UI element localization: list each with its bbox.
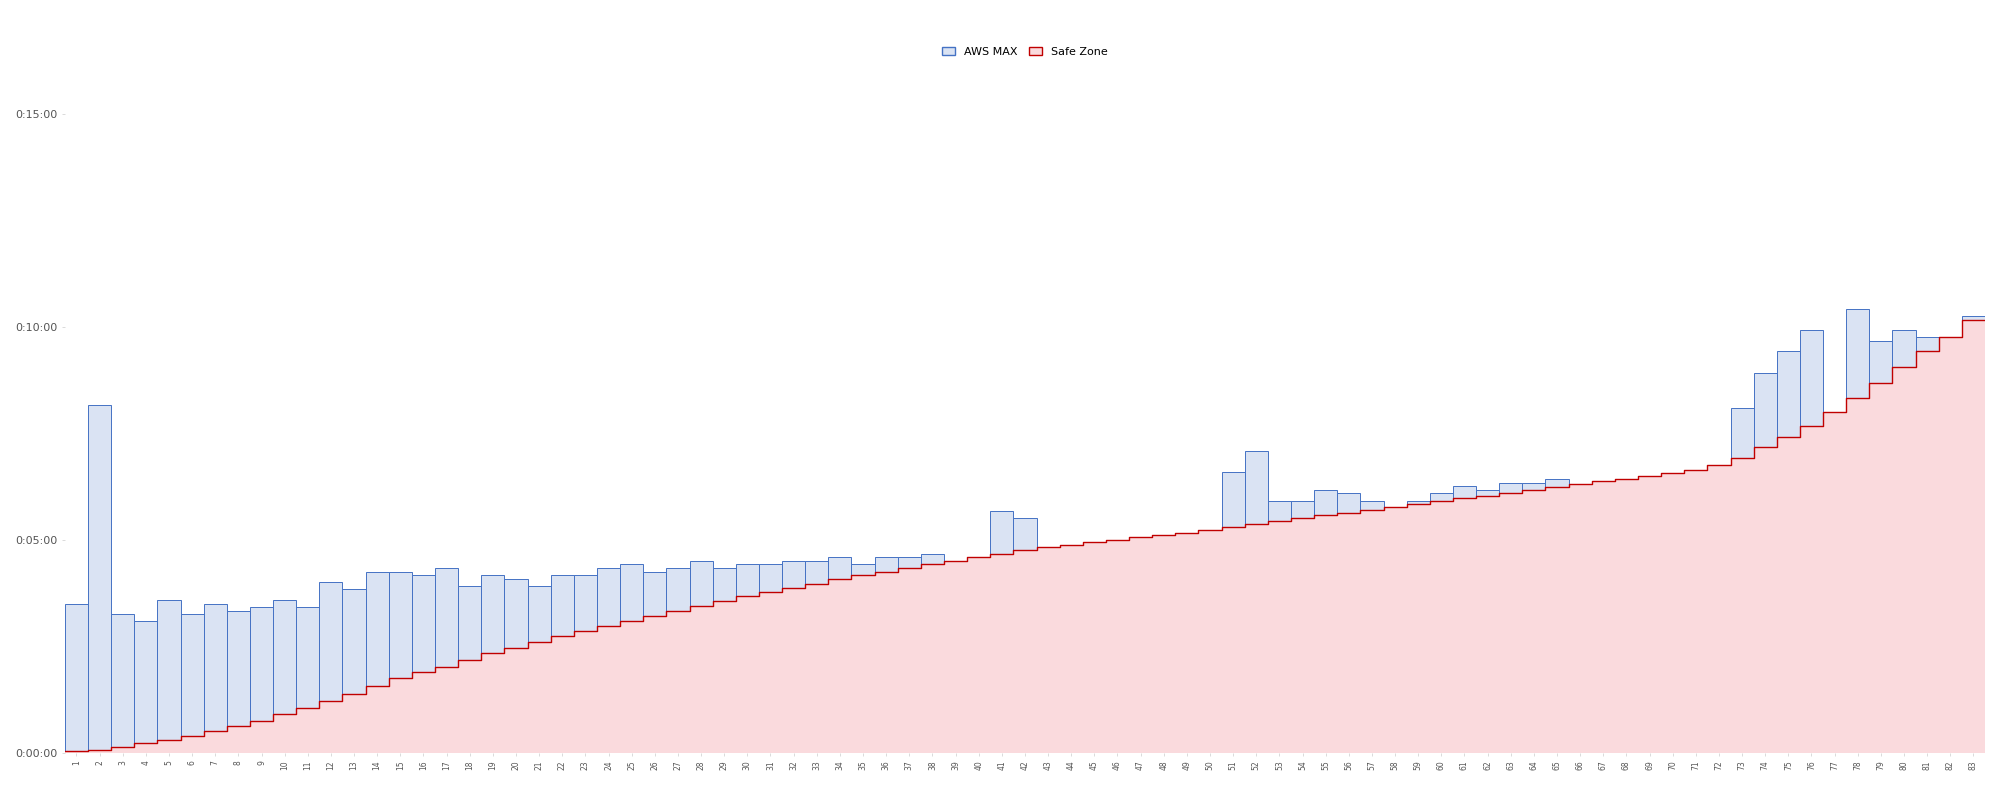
Bar [1522,483,1546,753]
Bar [482,575,504,753]
Bar [1614,487,1638,753]
Bar [1060,550,1082,753]
Bar [274,600,296,753]
Bar [1870,341,1892,753]
Bar [1176,543,1198,753]
Bar [1106,554,1130,753]
Bar [250,607,274,753]
Bar [852,564,874,753]
Bar [64,604,88,753]
Bar [1846,309,1870,753]
Bar [1476,490,1500,753]
Bar [342,590,366,753]
Bar [1892,330,1916,753]
Bar [180,614,204,753]
Bar [1546,480,1568,753]
Bar [596,568,620,753]
Bar [898,557,920,753]
Bar [1430,494,1452,753]
Bar [968,557,990,753]
Bar [1268,501,1290,753]
Bar [758,564,782,753]
Bar [1036,554,1060,753]
Bar [1338,494,1360,753]
Bar [1730,408,1754,753]
Bar [1360,501,1384,753]
Bar [158,600,180,753]
Bar [1406,501,1430,753]
Bar [574,575,596,753]
Bar [1638,483,1662,753]
Bar [1384,508,1406,753]
Bar [782,561,806,753]
Bar [1222,473,1244,753]
Bar [1500,483,1522,753]
Bar [388,571,412,753]
Bar [1314,490,1338,753]
Bar [920,554,944,753]
Bar [412,575,436,753]
Bar [1754,373,1776,753]
Bar [1938,345,1962,753]
Bar [528,586,550,753]
Legend: AWS MAX, Safe Zone: AWS MAX, Safe Zone [938,42,1112,61]
Bar [1592,483,1614,753]
Bar [644,571,666,753]
Bar [436,568,458,753]
Bar [1684,476,1708,753]
Bar [112,614,134,753]
Bar [134,621,158,753]
Bar [806,561,828,753]
Bar [1082,543,1106,753]
Bar [88,405,112,753]
Bar [828,557,852,753]
Bar [458,586,482,753]
Bar [1662,480,1684,753]
Bar [1800,330,1824,753]
Bar [1708,473,1730,753]
Bar [1014,518,1036,753]
Bar [1290,501,1314,753]
Bar [1962,316,1984,753]
Bar [620,564,644,753]
Bar [204,604,226,753]
Bar [1916,338,1938,753]
Bar [320,582,342,753]
Bar [226,611,250,753]
Bar [944,564,968,753]
Bar [1130,650,1152,753]
Bar [1776,352,1800,753]
Bar [1568,487,1592,753]
Bar [690,561,712,753]
Bar [504,579,528,753]
Bar [990,511,1014,753]
Bar [1152,550,1176,753]
Bar [1452,487,1476,753]
Bar [366,571,388,753]
Bar [874,557,898,753]
Bar [1244,451,1268,753]
Bar [736,564,758,753]
Bar [1198,543,1222,753]
Bar [550,575,574,753]
Bar [712,568,736,753]
Bar [666,568,690,753]
Bar [296,607,320,753]
